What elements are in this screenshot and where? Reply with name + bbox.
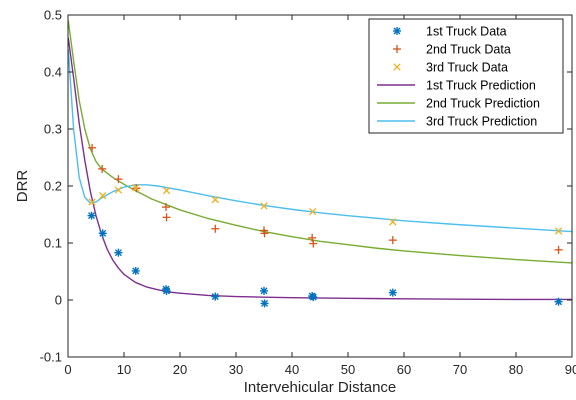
data-point [114,186,123,194]
x-tick-label: 80 [509,362,523,377]
y-tick-label: 0.5 [44,8,62,23]
legend-entry: 2nd Truck Data [393,43,511,57]
data-point [260,299,269,308]
series-line-4 [67,37,572,301]
legend-entry: 1st Truck Data [393,25,507,39]
data-point [211,292,220,301]
y-tick-label: 0.1 [44,236,62,251]
data-point [98,164,107,173]
y-tick-label: 0.2 [44,179,62,194]
legend-label: 3rd Truck Data [426,61,508,75]
y-tick-label: -0.1 [40,350,62,365]
x-tick-label: 70 [453,362,467,377]
data-point [211,224,220,233]
legend-entry: 3rd Truck Data [393,61,508,75]
data-point [87,211,96,220]
x-tick-label: 0 [64,362,71,377]
x-tick-label: 20 [173,362,187,377]
data-point [114,248,123,257]
series-points-3 [88,184,563,235]
x-tick-label: 40 [285,362,299,377]
x-tick-label: 60 [397,362,411,377]
data-point [308,233,317,242]
y-tick-label: 0.4 [44,65,62,80]
data-point [260,229,269,238]
data-point [88,143,97,152]
legend-marker-swatch [393,45,401,53]
data-point [114,175,123,184]
data-point [162,213,171,222]
legend-entry: 2nd Truck Prediction [377,97,540,111]
data-point [554,245,563,254]
data-point [211,196,219,204]
y-tick-label: 0 [55,293,62,308]
data-point [162,286,171,295]
legend-label: 2nd Truck Prediction [426,97,540,111]
data-point [309,207,317,216]
data-point [99,192,107,200]
legend-label: 2nd Truck Data [426,43,511,57]
legend-marker-swatch [393,63,401,71]
data-point [309,239,318,248]
x-tick-label: 10 [117,362,131,377]
legend-label: 1st Truck Data [426,25,507,39]
data-point [162,203,170,212]
x-tick-label: 50 [341,362,355,377]
legend-entry: 3rd Truck Prediction [377,115,537,129]
data-point [98,229,107,238]
y-tick-label: 0.3 [44,122,62,137]
data-point [132,184,140,192]
legend-marker-swatch [393,27,401,35]
legend-entry: 1st Truck Prediction [377,79,536,93]
data-point [554,227,563,235]
data-point [162,186,171,195]
x-axis-label: Intervehicular Distance [244,379,397,396]
series-layer [67,20,573,308]
axes-layer: 0 10 20 30 40 50 60 70 80 90-0.100.10.20.30.40.5 [40,8,576,378]
data-point [260,202,268,210]
data-point [309,293,318,302]
legend: 1st Truck Data 2nd Truck Data 3rd Truck Da… [368,18,564,134]
data-point [88,198,96,206]
legend-label: 3rd Truck Prediction [426,115,537,129]
data-point [388,288,397,297]
series-points-2 [88,143,563,254]
data-point [260,286,268,295]
series-points-1 [87,211,563,308]
data-point [389,218,397,226]
legend-label: 1st Truck Prediction [426,79,536,93]
series-line-6 [67,49,573,233]
data-point [388,236,397,245]
x-tick-label: 30 [229,362,243,377]
y-axis-label: DRR [14,170,31,203]
series-line-5 [67,20,573,264]
data-point [131,266,140,275]
legend-box [368,18,564,134]
data-point [554,297,563,306]
x-tick-label: 90 [565,362,576,377]
